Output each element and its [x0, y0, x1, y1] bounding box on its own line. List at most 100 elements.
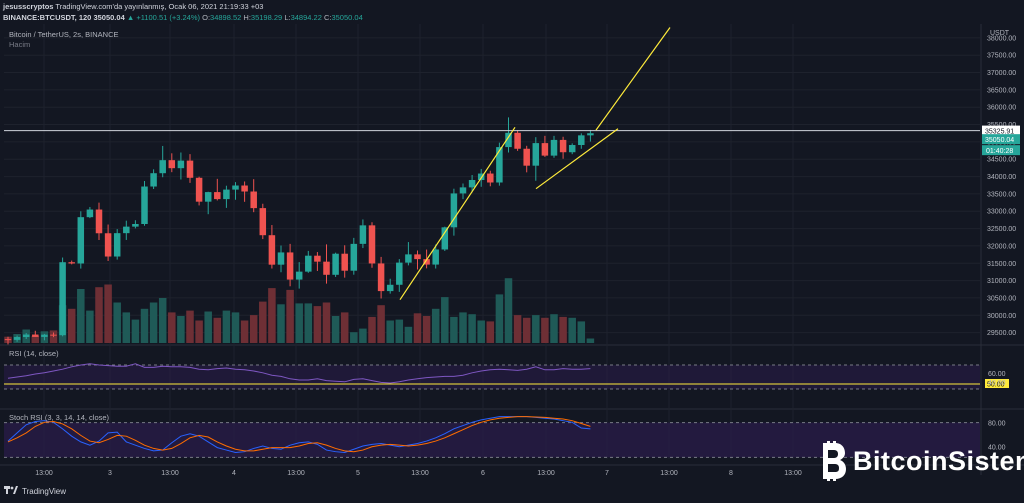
volume-bar [568, 317, 576, 343]
volume-bar [86, 310, 94, 343]
volume-bar [450, 316, 458, 343]
volume-bar [486, 321, 495, 343]
y-tick-label: 32500.00 [987, 226, 1016, 233]
candle-body [159, 160, 166, 174]
author-name: jesusscryptos [3, 2, 54, 11]
rsi-mid-tag-text: 50.00 [987, 382, 1005, 389]
stoch-k-line [7, 416, 591, 454]
pane-title: Bitcoin / TetherUS, 2s, BINANCE [9, 30, 119, 39]
y-tick-label: 36000.00 [987, 105, 1016, 112]
volume-bar [240, 320, 249, 343]
volume-bar [377, 305, 385, 343]
trendline-wedge-lower [535, 128, 619, 190]
x-tick-label: 6 [481, 470, 485, 477]
candle-body [432, 249, 439, 265]
candle-body [77, 217, 85, 264]
candle-body [377, 263, 385, 292]
candle-body [450, 193, 458, 228]
candle-body [350, 243, 358, 271]
volume-bar [231, 312, 240, 343]
volume-bar [359, 328, 367, 343]
volume-bar [431, 308, 440, 343]
rsi-mid-tag [985, 379, 1009, 388]
stoch-axis-label: 40.00 [988, 444, 1006, 451]
x-tick-label: 13:00 [35, 470, 53, 477]
rsi-axis-label: 40.00 [988, 380, 1006, 387]
y-tick-label: 31000.00 [987, 278, 1016, 285]
candle-body [141, 186, 148, 224]
volume-bar [186, 310, 194, 343]
volume-bar [404, 326, 413, 343]
candle-body [559, 139, 567, 153]
volume-bar [295, 303, 303, 343]
volume-bar [31, 335, 40, 343]
candle-body [241, 185, 248, 192]
volume-bar [477, 320, 485, 343]
candle-body [123, 226, 130, 234]
candle-body [441, 227, 449, 250]
volume-bar [386, 320, 394, 343]
candle-body [214, 192, 221, 200]
candle-body [286, 252, 294, 280]
y-tick-label: 37000.00 [987, 70, 1016, 77]
volume-bar [195, 320, 203, 343]
open-value: 34898.52 [210, 13, 242, 22]
candle-body [332, 253, 339, 275]
candle-body [414, 254, 421, 260]
last-price-tag-text: 35050.04 [985, 137, 1014, 144]
low-label: L: [284, 13, 291, 22]
candle-body [177, 160, 185, 169]
candle-body [459, 187, 467, 194]
countdown-tag [982, 145, 1020, 156]
y-tick-label: 34000.00 [987, 174, 1016, 181]
candle-body [514, 132, 521, 149]
y-tick-label: 31500.00 [987, 261, 1016, 268]
candle-body [113, 233, 121, 257]
price-change: ▲ +1100.51 (+3.24%) [126, 13, 201, 22]
volume-bar [468, 314, 476, 343]
volume-bar [222, 310, 231, 343]
candle-body [587, 133, 594, 136]
candle-body [541, 143, 549, 156]
symbol-name: BINANCE:BTCUSDT, 120 [3, 13, 92, 22]
candle-body [323, 261, 330, 275]
volume-bar [532, 315, 540, 343]
x-tick-label: 13:00 [161, 470, 179, 477]
candle-body [59, 262, 66, 336]
x-tick-label: 3 [108, 470, 112, 477]
candle-body [505, 132, 512, 148]
candle-body [22, 334, 30, 338]
candle-body [204, 192, 212, 202]
candle-body [104, 233, 112, 257]
footer-brand[interactable]: TradingView [4, 486, 66, 496]
currency-label: USDT [990, 30, 1010, 37]
volume-bar [277, 304, 285, 343]
volume-bar [395, 319, 404, 343]
stoch-band [4, 422, 980, 458]
x-tick-label: 7 [605, 470, 609, 477]
volume-bar [104, 284, 112, 343]
volume-bar [140, 308, 149, 343]
rsi-band [4, 365, 980, 389]
candle-body [4, 339, 12, 341]
candle-body [186, 160, 194, 178]
trendline-breakout [595, 27, 671, 131]
candle-body [386, 284, 394, 292]
line-price-tag [982, 125, 1020, 136]
candle-body [423, 259, 430, 265]
candle-body [268, 235, 276, 265]
volume-bar [313, 306, 322, 343]
volume-bar [304, 303, 313, 343]
tradingview-logo-icon [4, 486, 18, 494]
volume-bar [559, 316, 567, 343]
volume-label: Hacim [9, 40, 31, 49]
x-tick-label: 4 [232, 470, 236, 477]
trendline-rising [399, 126, 516, 300]
volume-bar [368, 316, 376, 343]
x-tick-label: 13:00 [537, 470, 555, 477]
candle-body [250, 191, 257, 209]
y-tick-label: 38000.00 [987, 35, 1016, 42]
footer-brand-text: TradingView [22, 486, 67, 496]
volume-bar [149, 302, 158, 343]
